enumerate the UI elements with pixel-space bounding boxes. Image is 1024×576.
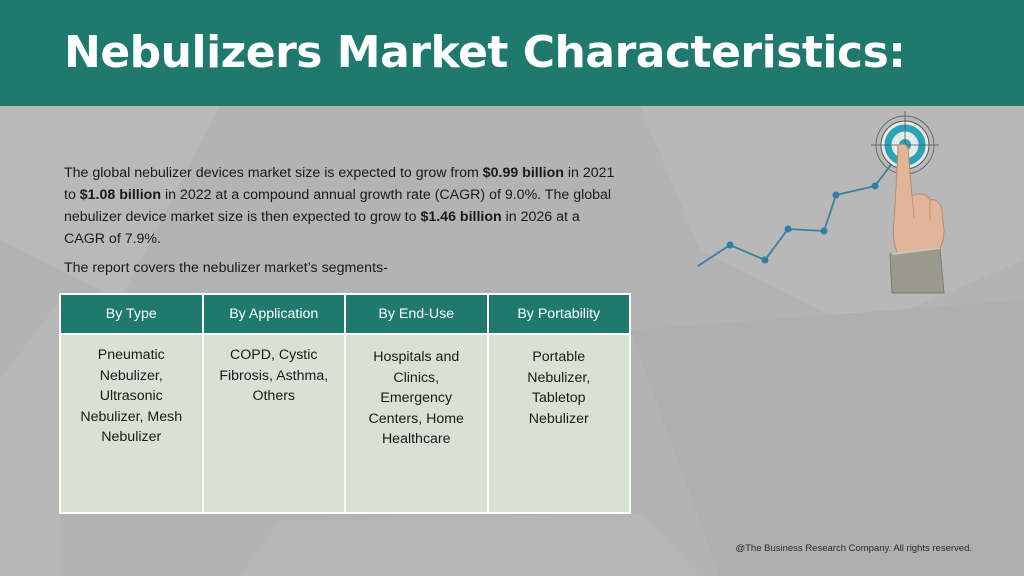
hand-touching-target-growth-chart-icon [697,111,945,294]
page-title: Nebulizers Market Characteristics: [64,27,906,78]
cell-end-uses: Hospitals and Clinics, Emergency Centers… [344,333,489,514]
growth-line [697,145,906,267]
segments-header-row: By Type By Application By End-Use By Por… [59,293,631,335]
intro-text-4: in 2026 at a CAGR of 7.9%. [64,209,580,247]
cell-types: Pneumatic Nebulizer, Ultrasonic Nebulize… [59,333,204,514]
segments-values-row: Pneumatic Nebulizer, Ultrasonic Nebulize… [59,333,631,514]
intro-value-2022: $1.08 billion [79,187,161,203]
intro-text-1: The global nebulizer devices market size… [64,165,483,181]
intro-text-3: in 2022 at a compound annual growth rate… [64,187,612,225]
segments-intro: The report covers the nebulizer market’s… [64,260,388,276]
cell-applications: COPD, Cystic Fibrosis, Asthma, Others [201,333,346,514]
header-by-application: By Application [201,293,346,335]
header-by-portability: By Portability [486,293,631,335]
hand-icon [889,143,945,294]
intro-text-2: in 2021 to [64,165,615,203]
cell-portability: Portable Nebulizer, Tabletop Nebulizer [486,333,631,514]
segments-table: By Type By Application By End-Use By Por… [59,293,631,514]
intro-paragraph: The global nebulizer devices market size… [64,162,624,250]
header-by-type: By Type [59,293,204,335]
intro-value-2021: $0.99 billion [482,165,564,181]
intro-value-2026: $1.46 billion [420,209,502,225]
growth-points [726,182,879,264]
header-by-end-use: By End-Use [344,293,489,335]
copyright-footer: @The Business Research Company. All righ… [735,543,972,554]
header-bar: Nebulizers Market Characteristics: [0,0,1024,106]
